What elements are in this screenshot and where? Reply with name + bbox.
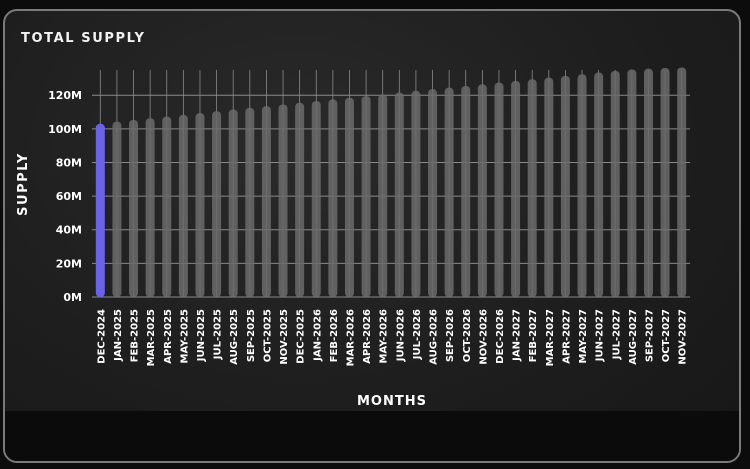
x-tick-label: MAY-2025 [179, 309, 190, 364]
y-tick-label: 20M [56, 257, 82, 270]
x-tick-label: MAR-2025 [146, 309, 157, 366]
x-tick-label: JUN-2025 [196, 309, 207, 362]
bar-jan-2027 [511, 80, 521, 297]
bar-jun-2027 [594, 72, 604, 298]
x-tick-label: OCT-2026 [462, 309, 473, 362]
bar-jan-2026 [311, 101, 321, 297]
x-tick-label: APR-2025 [163, 309, 174, 364]
x-tick-labels: DEC-2024 JAN-2025 FEB-2025 MAR-2025 APR-2025… [96, 309, 688, 366]
x-tick-label: MAY-2027 [578, 309, 589, 364]
x-tick-label: NOV-2027 [678, 309, 689, 365]
bars [95, 67, 687, 298]
x-tick-label: SEP-2026 [445, 309, 456, 362]
x-tick-label: JAN-2026 [312, 309, 323, 362]
bar-may-2025 [178, 114, 188, 297]
bar-dec-2026 [494, 82, 504, 297]
bar-oct-2027 [660, 67, 670, 297]
bar-jan-2025 [112, 121, 122, 297]
bar-apr-2027 [560, 75, 570, 297]
x-tick-label: JUL-2025 [213, 309, 224, 360]
bar-may-2027 [577, 74, 587, 297]
y-tick-label: 40M [56, 224, 82, 237]
card-footer [5, 411, 739, 461]
x-tick-label: JUN-2026 [395, 309, 406, 362]
bar-dec-2024 [95, 123, 105, 298]
y-tick-label: 80M [56, 156, 82, 169]
y-tick-label: 100M [48, 123, 82, 136]
bar-oct-2025 [261, 106, 271, 297]
x-axis-label: MONTHS [357, 394, 427, 409]
x-tick-label: JAN-2027 [512, 309, 523, 362]
x-tick-label: MAR-2027 [545, 309, 556, 366]
y-tick-label: 120M [48, 89, 82, 102]
x-tick-label: DEC-2026 [495, 309, 506, 364]
bar-sep-2025 [245, 107, 255, 297]
x-tick-label: JAN-2025 [113, 309, 124, 362]
x-tick-label: FEB-2025 [130, 309, 141, 362]
bar-sep-2027 [643, 68, 653, 297]
x-tick-label: JUN-2027 [595, 309, 606, 362]
x-tick-label: MAR-2026 [345, 309, 356, 366]
bar-mar-2025 [145, 118, 155, 298]
bar-jul-2026 [411, 90, 421, 297]
bar-mar-2027 [544, 77, 554, 297]
bar-dec-2025 [295, 102, 305, 298]
x-tick-label: MAY-2026 [379, 309, 390, 364]
x-tick-label: NOV-2025 [279, 309, 290, 365]
bar-aug-2026 [428, 89, 438, 298]
bar-apr-2025 [162, 116, 172, 298]
x-tick-label: SEP-2027 [644, 309, 655, 362]
bar-apr-2026 [361, 96, 371, 298]
y-tick-label: 60M [56, 190, 82, 203]
x-tick-label: FEB-2026 [329, 309, 340, 362]
x-tick-label: SEP-2025 [246, 309, 257, 362]
bar-jun-2026 [394, 92, 404, 297]
x-tick-label: DEC-2025 [296, 309, 307, 364]
bar-mar-2026 [344, 97, 354, 297]
x-tick-label: AUG-2025 [229, 309, 240, 365]
bar-feb-2025 [129, 119, 139, 297]
bar-feb-2027 [527, 79, 537, 298]
bar-nov-2026 [477, 84, 487, 297]
y-tick-labels: 0M 20M 40M 60M 80M 100M 120M [48, 89, 82, 304]
x-tick-label: OCT-2025 [262, 309, 273, 362]
bar-sep-2026 [444, 87, 454, 298]
bar-feb-2026 [328, 99, 338, 297]
bar-oct-2026 [461, 85, 471, 297]
bar-aug-2027 [627, 69, 637, 298]
bar-nov-2027 [677, 67, 687, 297]
x-tick-label: APR-2027 [561, 309, 572, 364]
x-tick-label: JUL-2027 [611, 309, 622, 360]
x-tick-label: APR-2026 [362, 309, 373, 364]
bar-nov-2025 [278, 104, 288, 297]
x-tick-label: FEB-2027 [528, 309, 539, 362]
x-tick-label: DEC-2024 [96, 309, 107, 364]
y-tick-label: 0M [63, 291, 82, 304]
bar-may-2026 [378, 94, 388, 297]
bar-jul-2027 [610, 70, 620, 297]
y-axis-label: SUPPLY [16, 152, 31, 216]
x-tick-label: AUG-2026 [429, 309, 440, 365]
x-tick-label: AUG-2027 [628, 309, 639, 365]
x-tick-label: OCT-2027 [661, 309, 672, 362]
x-tick-label: NOV-2026 [478, 309, 489, 365]
bar-aug-2025 [228, 109, 238, 297]
bar-jul-2025 [212, 111, 222, 298]
bar-jun-2025 [195, 113, 205, 297]
card-title: TOTAL SUPPLY [21, 31, 146, 46]
x-tick-label: JUL-2026 [412, 309, 423, 360]
